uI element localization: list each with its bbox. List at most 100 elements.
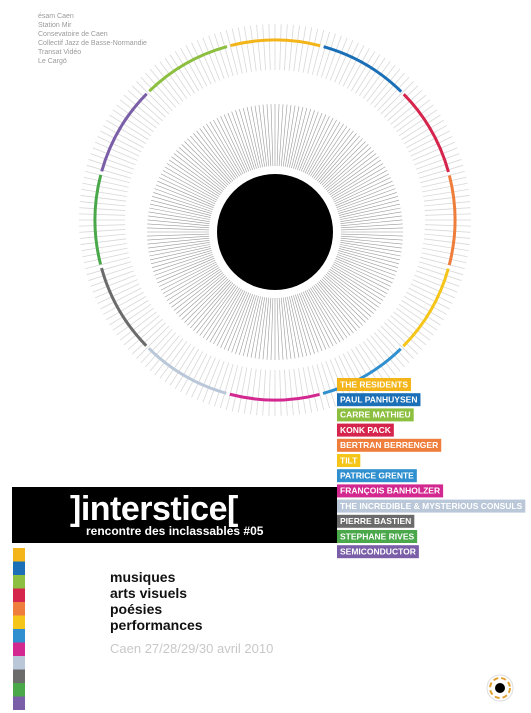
ray xyxy=(87,262,131,275)
ray xyxy=(186,45,207,86)
ray xyxy=(80,234,126,238)
ray xyxy=(232,366,242,411)
discipline: musiques xyxy=(110,569,176,585)
sponsor: Station Mir xyxy=(38,22,72,29)
ray xyxy=(406,126,446,148)
ray xyxy=(425,225,471,226)
ray xyxy=(347,48,369,88)
color-strip xyxy=(13,548,25,710)
ray xyxy=(148,220,210,226)
ray xyxy=(271,298,273,360)
ray xyxy=(155,254,213,275)
ray xyxy=(79,214,125,215)
ray xyxy=(213,290,243,344)
ray xyxy=(147,228,209,230)
artist-name: THE RESIDENTS xyxy=(340,379,408,389)
ray xyxy=(186,354,207,395)
artist-name: CARRE MATHIEU xyxy=(340,410,411,420)
ray xyxy=(307,290,337,344)
ray xyxy=(79,208,125,211)
sponsor: Transat Vidéo xyxy=(38,49,81,56)
ray xyxy=(232,112,253,170)
ray xyxy=(424,234,470,238)
ray xyxy=(303,116,329,172)
sponsor-list: ésam CaenStation MirConsevatoire de Caen… xyxy=(38,13,147,65)
ray xyxy=(147,224,209,228)
sponsor: Collectif Jazz de Basse-Normandie xyxy=(38,40,147,47)
artist-name: PATRICE GRENTE xyxy=(340,470,414,480)
ray xyxy=(343,45,364,86)
artist-name: FRANÇOIS BANHOLZER xyxy=(340,486,440,496)
artist-name: SEMICONDUCTOR xyxy=(340,546,416,556)
ray xyxy=(163,170,217,200)
discipline: poésies xyxy=(110,601,162,617)
ray xyxy=(148,240,210,248)
ray xyxy=(420,171,465,182)
ray xyxy=(81,195,127,201)
ray xyxy=(409,288,450,309)
sponsor: ésam Caen xyxy=(38,13,74,20)
ray xyxy=(257,25,261,71)
ray xyxy=(148,238,210,244)
dates: Caen 27/28/29/30 avril 2010 xyxy=(110,641,273,656)
ray xyxy=(226,30,237,75)
ray xyxy=(317,32,330,76)
ray xyxy=(151,248,211,263)
strip-square xyxy=(13,548,25,562)
strip-square xyxy=(13,562,25,576)
ray xyxy=(221,292,247,348)
ray xyxy=(159,260,215,286)
ray xyxy=(340,216,402,224)
logo xyxy=(487,675,513,701)
strip-square xyxy=(13,697,25,711)
ray xyxy=(406,292,446,314)
ray xyxy=(263,298,269,360)
ray xyxy=(85,171,130,182)
ray xyxy=(341,224,403,228)
ray xyxy=(243,108,258,168)
strip-square xyxy=(13,670,25,684)
ray xyxy=(181,48,203,88)
poster-art: ésam CaenStation MirConsevatoire de Caen… xyxy=(0,0,531,713)
ray xyxy=(84,177,129,187)
ray xyxy=(148,216,210,224)
ray xyxy=(80,202,126,206)
ray xyxy=(250,26,256,72)
poster: ésam CaenStation MirConsevatoire de Caen… xyxy=(0,0,531,713)
ray xyxy=(421,177,466,187)
ray xyxy=(424,239,470,245)
ray xyxy=(308,366,318,411)
ray xyxy=(232,294,253,352)
ray xyxy=(220,364,233,408)
ray xyxy=(155,189,213,210)
ray xyxy=(283,105,291,167)
artist-name: THE INCREDIBLE & MYSTERIOUS CONSULS xyxy=(340,501,523,511)
ray xyxy=(337,254,395,275)
ray xyxy=(85,257,130,268)
ray xyxy=(151,200,211,215)
strip-square xyxy=(13,683,25,697)
ray xyxy=(181,351,203,391)
ray xyxy=(267,298,271,360)
ray xyxy=(341,238,403,244)
ray xyxy=(250,369,256,415)
ray xyxy=(341,220,403,226)
ray xyxy=(263,24,266,70)
ray xyxy=(424,202,470,206)
strip-square xyxy=(13,616,25,630)
ray xyxy=(283,297,291,359)
ray xyxy=(419,262,463,275)
ray xyxy=(103,126,143,148)
artist-name: KONK PACK xyxy=(340,425,392,435)
ray xyxy=(87,165,131,178)
ray xyxy=(291,296,306,356)
ray xyxy=(333,264,387,294)
ray xyxy=(147,236,209,240)
logo-dot xyxy=(495,683,505,693)
ray xyxy=(284,370,287,416)
ray xyxy=(271,104,273,166)
ray xyxy=(277,298,279,360)
ray xyxy=(220,32,233,76)
subtitle: rencontre des inclassables #05 xyxy=(86,524,264,538)
